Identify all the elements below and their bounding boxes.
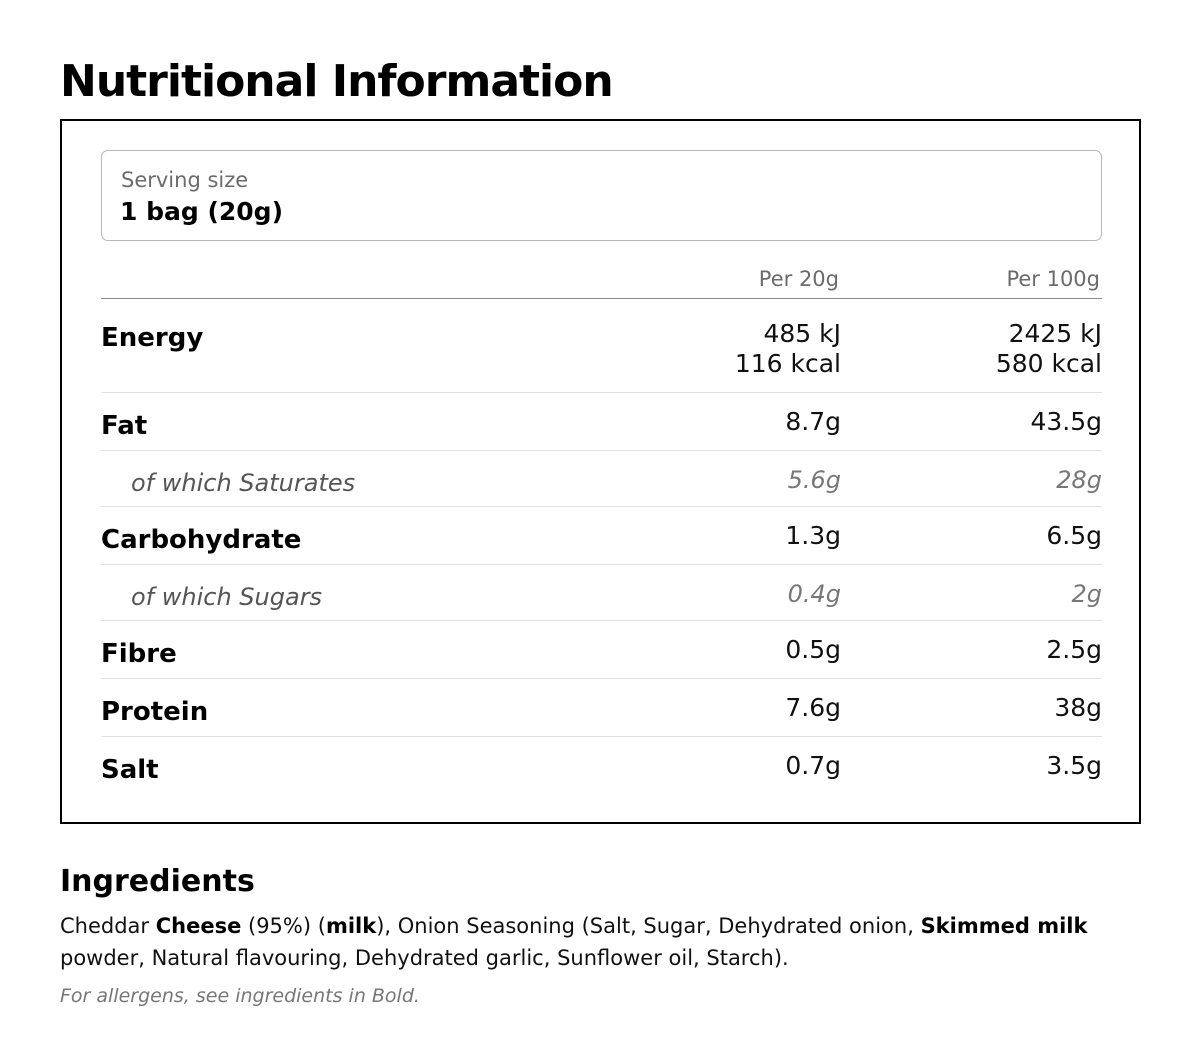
nutrient-name: Salt [101, 755, 159, 785]
column-header-per-serving: Per 20g [758, 267, 839, 291]
nutrient-row: of which Saturates 5.6g 28g [101, 451, 1102, 507]
nutrient-value-per-serving: 7.6g [785, 693, 841, 723]
nutrient-value-line: 6.5g [1046, 521, 1102, 550]
nutrient-value-per-serving: 0.4g [788, 579, 841, 609]
nutrient-value-line: 0.5g [785, 635, 841, 664]
nutrient-value-line: 2g [1071, 580, 1102, 608]
nutrient-row: Protein 7.6g 38g [101, 679, 1102, 737]
nutrient-name: of which Saturates [131, 469, 356, 497]
nutrient-value-per-100g: 2425 kJ 580 kcal [996, 319, 1102, 379]
nutrient-row: Carbohydrate 1.3g 6.5g [101, 507, 1102, 565]
nutrient-row: of which Sugars 0.4g 2g [101, 565, 1102, 621]
nutrient-value-per-100g: 2g [1071, 579, 1102, 609]
nutrient-value-line: 116 kcal [734, 349, 841, 378]
column-header-per-100g: Per 100g [1006, 267, 1100, 291]
nutrient-value-per-serving: 5.6g [788, 465, 841, 495]
nutrient-value-per-100g: 2.5g [1046, 635, 1102, 665]
nutrient-value-line: 3.5g [1046, 751, 1102, 780]
nutrient-value-per-100g: 6.5g [1046, 521, 1102, 551]
nutrient-value-line: 38g [1054, 693, 1102, 722]
nutrient-value-line: 1.3g [785, 521, 841, 550]
nutrient-name: of which Sugars [131, 583, 323, 611]
allergen-ingredient: Cheese [155, 914, 242, 938]
nutrient-value-line: 5.6g [787, 466, 841, 494]
ingredient-text-segment: powder, Natural flavouring, Dehydrated g… [60, 946, 789, 970]
nutrient-value-per-100g: 3.5g [1046, 751, 1102, 781]
nutrient-value-per-100g: 38g [1054, 693, 1102, 723]
nutrient-value-line: 8.7g [785, 407, 841, 436]
ingredients-text: Cheddar Cheese (95%) (milk), Onion Seaso… [60, 910, 1140, 974]
nutrient-name: Fat [101, 411, 148, 441]
nutrient-name: Protein [101, 697, 209, 727]
nutrient-row: Energy 485 kJ 116 kcal 2425 kJ 580 kcal [101, 299, 1102, 393]
nutrient-value-per-serving: 0.5g [785, 635, 841, 665]
nutrient-row: Fat 8.7g 43.5g [101, 393, 1102, 451]
ingredient-text-segment: ), Onion Seasoning (Salt, Sugar, Dehydra… [376, 914, 921, 938]
allergen-ingredient: Skimmed milk [920, 914, 1088, 938]
nutrient-value-line: 28g [1056, 466, 1102, 494]
nutrition-panel: Serving size 1 bag (20g) Per 20g Per 100… [60, 119, 1141, 824]
nutrient-value-line: 43.5g [1030, 407, 1102, 436]
ingredient-text-segment: (95%) ( [241, 914, 326, 938]
nutrient-value-per-100g: 43.5g [1030, 407, 1102, 437]
serving-size-value: 1 bag (20g) [120, 197, 284, 226]
nutrient-value-per-100g: 28g [1056, 465, 1102, 495]
nutrient-value-line: 0.4g [787, 580, 841, 608]
nutrient-value-per-serving: 0.7g [785, 751, 841, 781]
ingredient-text-segment: Cheddar [60, 914, 156, 938]
nutrient-table: Energy 485 kJ 116 kcal 2425 kJ 580 kcal Fat 8.… [101, 299, 1102, 795]
page-title: Nutritional Information [60, 56, 614, 107]
nutrient-name: Energy [101, 323, 204, 353]
nutrient-value-line: 2425 kJ [1008, 319, 1102, 348]
nutrient-value-line: 485 kJ [763, 319, 841, 348]
serving-size-box: Serving size 1 bag (20g) [101, 150, 1102, 241]
serving-size-label: Serving size [121, 168, 249, 192]
nutrient-name: Carbohydrate [101, 525, 302, 555]
nutrient-value-per-serving: 8.7g [785, 407, 841, 437]
nutrient-value-line: 2.5g [1046, 635, 1102, 664]
nutrient-row: Fibre 0.5g 2.5g [101, 621, 1102, 679]
allergen-note: For allergens, see ingredients in Bold. [60, 985, 420, 1007]
allergen-ingredient: milk [325, 914, 377, 938]
nutrient-value-line: 7.6g [785, 693, 841, 722]
nutrient-name: Fibre [101, 639, 177, 669]
nutrient-value-line: 0.7g [785, 751, 841, 780]
header-divider [101, 298, 1102, 299]
ingredients-title: Ingredients [60, 864, 255, 899]
nutrient-row: Salt 0.7g 3.5g [101, 737, 1102, 795]
nutrient-value-per-serving: 1.3g [785, 521, 841, 551]
nutrient-value-per-serving: 485 kJ 116 kcal [735, 319, 841, 379]
nutrient-value-line: 580 kcal [995, 349, 1102, 378]
